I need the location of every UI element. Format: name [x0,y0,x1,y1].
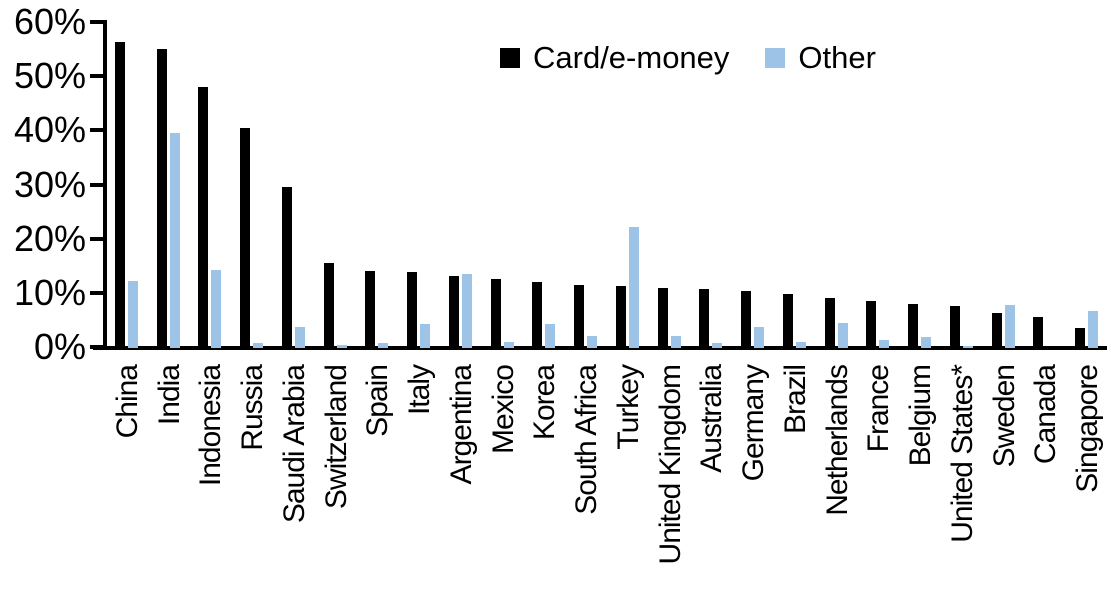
other-bar-france [879,340,889,348]
other-bar-china [128,281,138,348]
x-label-germany: Germany [737,365,770,482]
x-label-china: China [111,365,144,439]
other-bar-singapore [1088,311,1098,348]
legend-item-card-e-money: Card/e-money [500,42,729,73]
x-label-argentina: Argentina [445,365,478,485]
x-label-sweden: Sweden [988,365,1021,468]
x-label-switzerland: Switzerland [320,365,353,510]
other-bar-netherlands [838,323,848,348]
other-bar-korea [545,324,555,348]
card-e-money-bar-turkey [616,286,626,348]
y-label-10: 10% [13,271,86,313]
card-e-money-bar-russia [240,128,250,348]
other-swatch-icon [765,47,786,68]
other-bar-mexico [504,342,514,348]
y-tick-30 [90,182,104,187]
legend-label-card-e-money: Card/e-money [533,40,730,75]
other-bar-germany [754,327,764,348]
other-bar-india [170,133,180,348]
card-e-money-swatch-icon [500,47,520,68]
other-bar-indonesia [211,270,221,348]
other-bar-switzerland [337,345,347,348]
x-label-russia: Russia [236,365,269,451]
card-e-money-bar-korea [532,282,542,348]
x-label-united-states: United States* [946,365,979,543]
other-bar-saudi-arabia [295,327,305,348]
legend-item-other: Other [765,42,876,73]
y-tick-50 [90,74,104,79]
card-e-money-bar-china [115,42,125,348]
x-label-singapore: Singapore [1071,365,1104,493]
x-label-france: France [862,365,895,453]
card-e-money-bar-switzerland [324,263,334,348]
x-label-india: India [153,365,186,426]
card-e-money-bar-singapore [1075,328,1085,348]
y-label-50: 50% [13,55,86,97]
other-bar-italy [420,324,430,348]
card-e-money-bar-belgium [908,304,918,348]
y-label-60: 60% [13,1,86,42]
other-bar-sweden [1005,305,1015,348]
other-bar-belgium [921,337,931,348]
y-tick-0 [90,345,104,349]
x-label-australia: Australia [695,365,728,473]
x-label-belgium: Belgium [904,365,937,467]
other-bar-brazil [796,342,806,348]
card-e-money-bar-germany [741,291,751,348]
x-label-mexico: Mexico [487,365,520,455]
chart-legend: Card/e-money Other [500,42,876,73]
other-bar-united-kingdom [671,336,681,348]
legend-label-other: Other [798,40,876,75]
other-bar-south-africa [587,336,597,348]
card-e-money-bar-australia [699,289,709,348]
x-label-spain: Spain [361,365,394,437]
x-label-turkey: Turkey [612,365,645,450]
card-e-money-bar-sweden [992,313,1002,348]
other-bar-russia [253,343,263,348]
card-e-money-bar-italy [407,272,417,348]
x-axis-line [93,346,1107,350]
card-e-money-bar-india [157,49,167,348]
y-label-40: 40% [13,109,86,151]
card-e-money-bar-mexico [491,279,501,348]
other-bar-argentina [462,274,472,348]
card-e-money-bar-brazil [783,294,793,348]
x-label-netherlands: Netherlands [821,365,854,516]
x-label-south-africa: South Africa [570,365,603,515]
other-bar-australia [712,343,722,348]
y-tick-10 [90,290,104,295]
y-tick-20 [90,236,104,241]
y-label-30: 30% [13,163,86,205]
y-axis-line [103,20,107,349]
card-e-money-bar-united-kingdom [658,288,668,348]
card-e-money-bar-united-states [950,306,960,348]
other-bar-turkey [629,227,639,348]
other-bar-united-states [963,346,973,348]
card-e-money-bar-netherlands [825,298,835,348]
card-e-money-bar-south-africa [574,285,584,348]
x-label-brazil: Brazil [779,365,812,435]
card-e-money-bar-saudi-arabia [282,187,292,348]
x-label-italy: Italy [403,365,436,416]
x-label-canada: Canada [1029,365,1062,465]
y-tick-40 [90,128,104,133]
x-label-united-kingdom: United Kingdom [654,365,687,565]
y-label-0: 0% [33,326,86,367]
card-e-money-bar-canada [1033,317,1043,348]
y-label-20: 20% [13,217,86,259]
card-e-money-bar-france [866,301,876,348]
x-label-indonesia: Indonesia [194,365,227,487]
card-e-money-bar-argentina [449,276,459,348]
y-tick-60 [90,20,104,24]
other-bar-spain [378,343,388,348]
x-label-saudi-arabia: Saudi Arabia [278,365,311,524]
card-e-money-bar-spain [365,271,375,348]
card-e-money-bar-indonesia [198,87,208,348]
x-label-korea: Korea [528,365,561,441]
